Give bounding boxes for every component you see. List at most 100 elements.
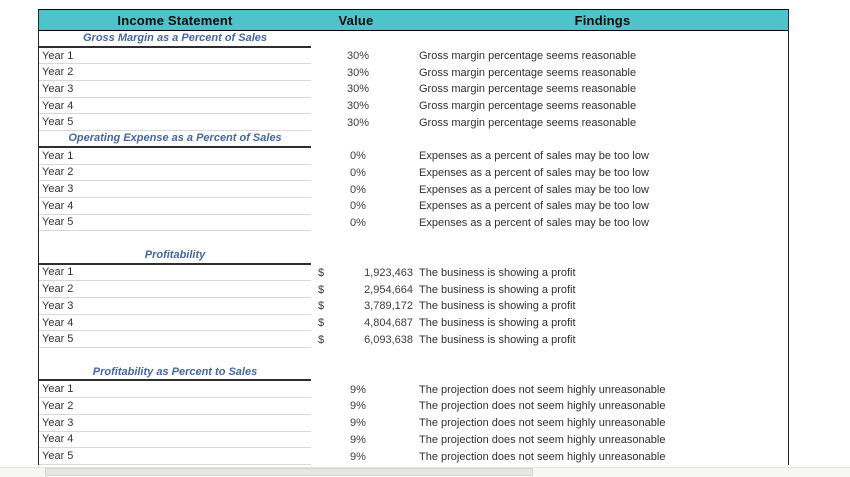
finding-cell[interactable]: The projection does not seem highly unre… — [419, 433, 666, 446]
currency-symbol: $ — [318, 317, 325, 330]
finding-cell[interactable]: The business is showing a profit — [419, 333, 576, 346]
year-label-cell[interactable]: Year 1 — [39, 148, 311, 165]
section-title[interactable]: Operating Expense as a Percent of Sales — [39, 131, 311, 148]
year-label-cell[interactable]: Year 5 — [39, 215, 311, 232]
table-row: Year 4 9% The projection does not seem h… — [39, 432, 788, 449]
table-row: Year 4 30% Gross margin percentage seems… — [39, 98, 788, 115]
year-label-cell[interactable]: Year 1 — [39, 48, 311, 65]
section-title[interactable]: Profitability — [39, 248, 311, 265]
table-row: Year 5 9% The projection does not seem h… — [39, 448, 788, 465]
finding-cell[interactable]: Expenses as a percent of sales may be to… — [419, 150, 649, 163]
currency-symbol: $ — [318, 300, 325, 313]
section-title[interactable]: Gross Margin as a Percent of Sales — [39, 31, 311, 48]
year-label-cell[interactable]: Year 2 — [39, 64, 311, 82]
header-cell-income-statement[interactable]: Income Statement — [117, 12, 233, 28]
section-title-row: Gross Margin as a Percent of Sales — [39, 31, 788, 48]
value-cell[interactable]: $ 4,804,687 — [311, 315, 417, 332]
finding-cell[interactable]: Expenses as a percent of sales may be to… — [419, 200, 649, 213]
finding-cell[interactable]: The business is showing a profit — [419, 317, 576, 330]
value-cell[interactable]: 9% — [350, 433, 366, 446]
table-row: Year 2 0% Expenses as a percent of sales… — [39, 165, 788, 182]
currency-symbol: $ — [318, 283, 325, 296]
finding-cell[interactable]: The projection does not seem highly unre… — [419, 450, 666, 463]
table-row: Year 2 30% Gross margin percentage seems… — [39, 64, 788, 82]
currency-amount: 3,789,172 — [364, 300, 413, 313]
year-label-cell[interactable]: Year 2 — [39, 165, 311, 182]
value-cell[interactable]: 0% — [350, 166, 366, 179]
finding-cell[interactable]: The business is showing a profit — [419, 266, 576, 279]
value-cell[interactable]: 9% — [350, 417, 366, 430]
section-title-row: Profitability — [39, 248, 788, 265]
finding-cell[interactable]: Expenses as a percent of sales may be to… — [419, 216, 649, 229]
year-label-cell[interactable]: Year 1 — [39, 265, 311, 282]
year-label-cell[interactable]: Year 4 — [39, 198, 311, 215]
year-label-cell[interactable]: Year 3 — [39, 298, 311, 315]
table-row: Year 3 $ 3,789,172 The business is showi… — [39, 298, 788, 315]
value-cell[interactable]: 0% — [350, 150, 366, 163]
table-row: Year 5 $ 6,093,638 The business is showi… — [39, 331, 788, 349]
finding-cell[interactable]: The projection does not seem highly unre… — [419, 383, 666, 396]
finding-cell[interactable]: Gross margin percentage seems reasonable — [419, 100, 637, 113]
empty-row — [39, 348, 788, 365]
finding-cell[interactable]: Expenses as a percent of sales may be to… — [419, 183, 649, 196]
value-cell[interactable]: $ 2,954,664 — [311, 281, 417, 298]
value-cell[interactable]: $ 3,789,172 — [311, 298, 417, 315]
section-title[interactable]: Profitability as Percent to Sales — [39, 365, 311, 382]
year-label-cell[interactable]: Year 5 — [39, 114, 311, 132]
finding-cell[interactable]: Gross margin percentage seems reasonable — [419, 116, 637, 129]
finding-cell[interactable]: Gross margin percentage seems reasonable — [419, 66, 637, 79]
table-row: Year 3 30% Gross margin percentage seems… — [39, 81, 788, 98]
year-label-cell[interactable]: Year 3 — [39, 181, 311, 198]
year-label-cell[interactable]: Year 4 — [39, 315, 311, 332]
table-row: Year 2 9% The projection does not seem h… — [39, 398, 788, 415]
year-label-cell[interactable]: Year 2 — [39, 281, 311, 298]
currency-amount: 2,954,664 — [364, 283, 413, 296]
finding-cell[interactable]: The projection does not seem highly unre… — [419, 400, 666, 413]
finding-cell[interactable]: Expenses as a percent of sales may be to… — [419, 166, 649, 179]
finding-cell[interactable]: The business is showing a profit — [419, 283, 576, 296]
header-cell-findings[interactable]: Findings — [574, 12, 631, 28]
value-cell[interactable]: 30% — [346, 100, 370, 113]
year-label-cell[interactable]: Year 5 — [39, 331, 311, 349]
year-label-cell[interactable]: Year 1 — [39, 381, 311, 399]
value-cell[interactable]: 30% — [346, 66, 370, 79]
finding-cell[interactable]: Gross margin percentage seems reasonable — [419, 83, 637, 96]
currency-amount: 4,804,687 — [364, 317, 413, 330]
table-row: Year 1 0% Expenses as a percent of sales… — [39, 148, 788, 165]
year-label-cell[interactable]: Year 5 — [39, 448, 311, 465]
table-row: Year 3 9% The projection does not seem h… — [39, 415, 788, 432]
year-label-cell[interactable]: Year 4 — [39, 432, 311, 449]
currency-symbol: $ — [318, 266, 325, 279]
value-cell[interactable]: 9% — [350, 400, 366, 413]
value-cell[interactable]: 30% — [346, 50, 370, 63]
header-cell-value[interactable]: Value — [338, 12, 374, 28]
income-statement-table: Income Statement Value Findings Gross Ma… — [38, 9, 789, 465]
value-cell[interactable]: 9% — [350, 383, 366, 396]
table-row: Year 1 9% The projection does not seem h… — [39, 381, 788, 399]
value-cell[interactable]: $ 1,923,463 — [311, 265, 417, 282]
year-label-cell[interactable]: Year 3 — [39, 415, 311, 432]
value-cell[interactable]: 0% — [350, 216, 366, 229]
value-cell[interactable]: 30% — [346, 83, 370, 96]
table-header-row: Income Statement Value Findings — [39, 9, 788, 31]
value-cell[interactable]: 9% — [350, 450, 366, 463]
finding-cell[interactable]: The projection does not seem highly unre… — [419, 417, 666, 430]
value-cell[interactable]: $ 6,093,638 — [311, 331, 417, 348]
currency-amount: 1,923,463 — [364, 266, 413, 279]
table-row: Year 1 30% Gross margin percentage seems… — [39, 48, 788, 65]
table-row: Year 2 $ 2,954,664 The business is showi… — [39, 281, 788, 298]
table-row: Year 5 0% Expenses as a percent of sales… — [39, 215, 788, 232]
value-cell[interactable]: 30% — [346, 116, 370, 129]
table-row: Year 4 0% Expenses as a percent of sales… — [39, 198, 788, 215]
year-label-cell[interactable]: Year 3 — [39, 81, 311, 98]
table-row: Year 3 0% Expenses as a percent of sales… — [39, 181, 788, 198]
finding-cell[interactable]: The business is showing a profit — [419, 300, 576, 313]
year-label-cell[interactable]: Year 2 — [39, 398, 311, 415]
table-row: Year 5 30% Gross margin percentage seems… — [39, 114, 788, 132]
year-label-cell[interactable]: Year 4 — [39, 98, 311, 115]
horizontal-scrollbar-thumb[interactable] — [45, 468, 533, 476]
table-row: Year 1 $ 1,923,463 The business is showi… — [39, 265, 788, 282]
value-cell[interactable]: 0% — [350, 200, 366, 213]
value-cell[interactable]: 0% — [350, 183, 366, 196]
finding-cell[interactable]: Gross margin percentage seems reasonable — [419, 50, 637, 63]
